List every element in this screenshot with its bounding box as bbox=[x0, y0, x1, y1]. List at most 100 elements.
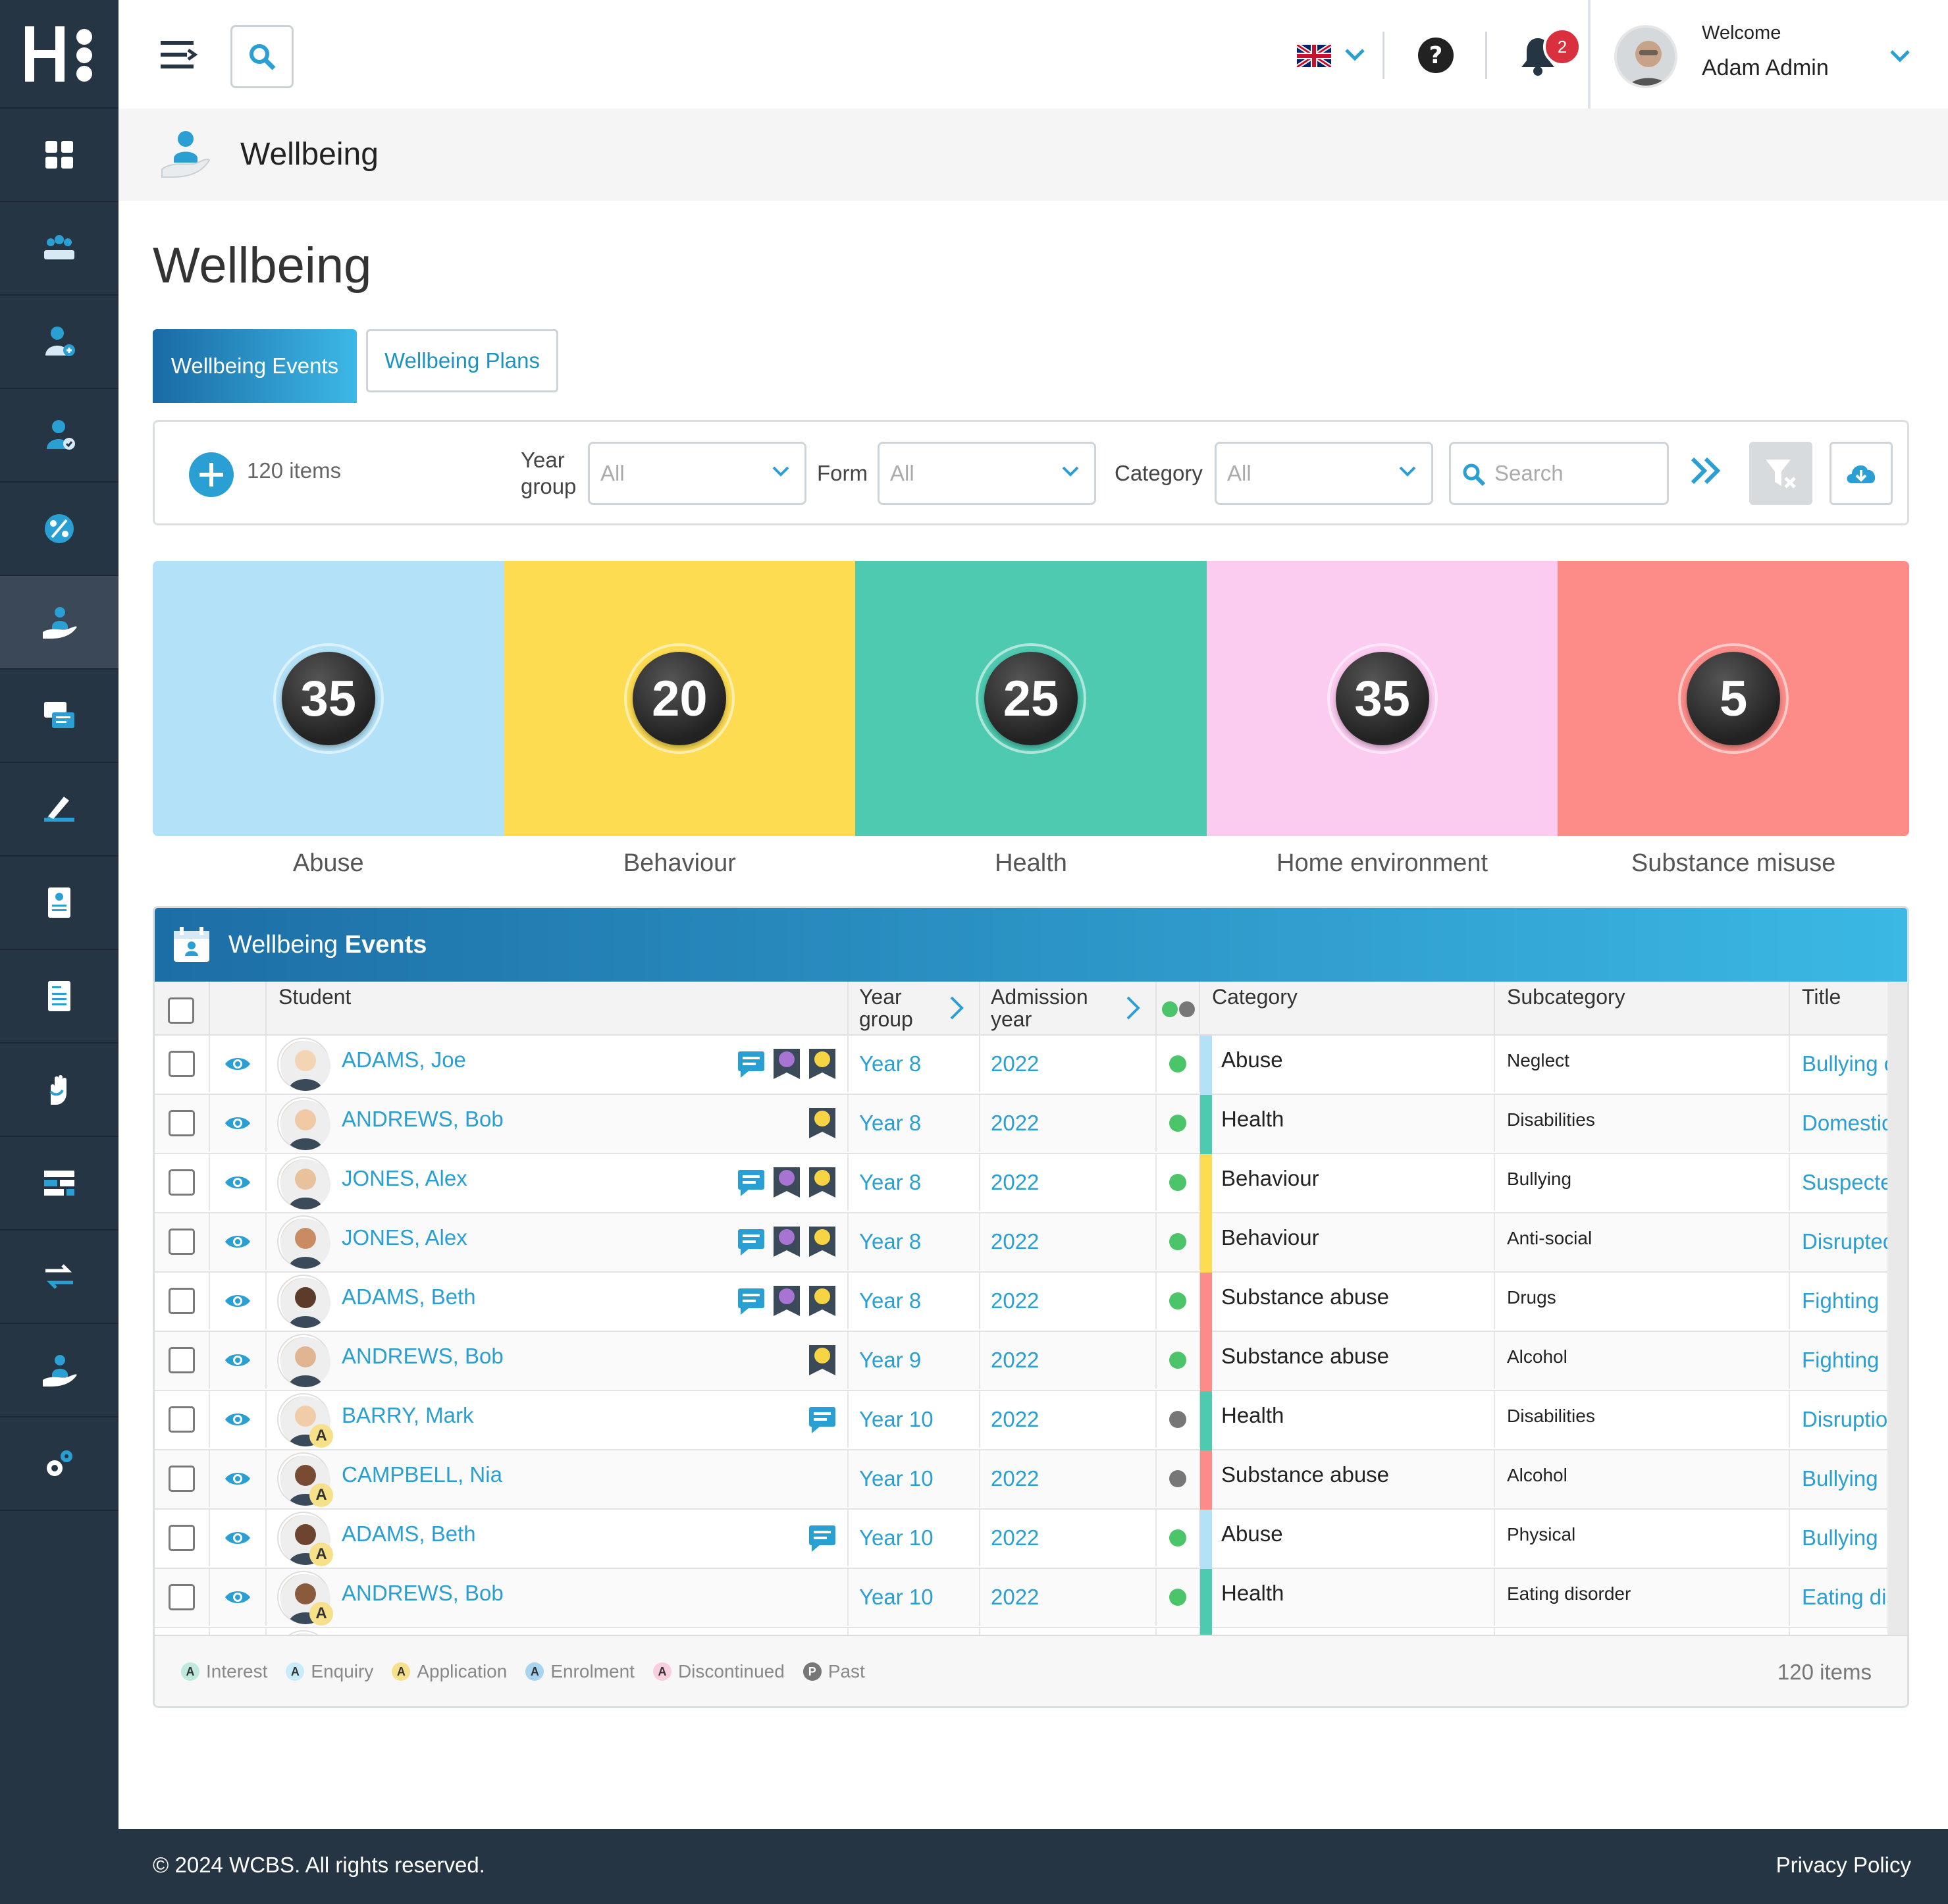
title-cell[interactable]: Fighting bbox=[1802, 1288, 1880, 1313]
title-cell[interactable]: Domestic bbox=[1802, 1111, 1887, 1135]
student-name-link[interactable]: CAMPBELL, Nia bbox=[342, 1462, 502, 1487]
row-checkbox[interactable] bbox=[169, 1051, 195, 1077]
eye-icon[interactable] bbox=[224, 1469, 251, 1488]
table-row[interactable]: A ADAMS, Beth Year 10 2022 Abuse Physical Bull… bbox=[155, 1510, 1887, 1569]
sidebar-item-classes[interactable] bbox=[0, 202, 118, 296]
app-logo[interactable] bbox=[0, 0, 118, 109]
year-group-cell[interactable]: Year 8 bbox=[849, 1213, 980, 1270]
col-status[interactable] bbox=[1157, 982, 1200, 1036]
year-group-cell[interactable]: Year 10 bbox=[849, 1628, 980, 1639]
student-avatar[interactable] bbox=[278, 1276, 330, 1328]
clear-filters-button[interactable] bbox=[1749, 442, 1812, 505]
row-checkbox[interactable] bbox=[169, 1466, 195, 1492]
admission-year-cell[interactable]: 2022 bbox=[980, 1332, 1157, 1388]
yellow-flag-icon[interactable] bbox=[806, 1107, 838, 1140]
student-name-link[interactable]: ANDREWS, Bob bbox=[342, 1107, 504, 1131]
student-avatar[interactable]: A bbox=[278, 1454, 333, 1507]
student-avatar[interactable]: A bbox=[278, 1513, 333, 1566]
yellow-flag-icon[interactable] bbox=[806, 1047, 838, 1080]
help-icon[interactable]: ? bbox=[1417, 37, 1454, 74]
add-event-button[interactable] bbox=[189, 452, 234, 497]
search-input[interactable]: Search bbox=[1449, 442, 1669, 505]
year-group-cell[interactable]: Year 10 bbox=[849, 1569, 980, 1626]
purple-flag-icon[interactable] bbox=[771, 1166, 803, 1199]
language-chevron-down-icon[interactable] bbox=[1344, 47, 1365, 65]
yellow-flag-icon[interactable] bbox=[806, 1166, 838, 1199]
sidebar-item-assessment[interactable] bbox=[0, 763, 118, 857]
eye-icon[interactable] bbox=[224, 1351, 251, 1369]
comment-icon[interactable] bbox=[806, 1403, 838, 1436]
eye-icon[interactable] bbox=[224, 1292, 251, 1310]
tab-wellbeing-events[interactable]: Wellbeing Events bbox=[153, 329, 357, 403]
student-name-link[interactable]: BARRY, Mark bbox=[342, 1403, 474, 1427]
title-cell[interactable]: Disruption bbox=[1802, 1407, 1887, 1431]
category-tile[interactable]: 35 bbox=[1206, 561, 1558, 836]
admission-year-cell[interactable]: 2022 bbox=[980, 1510, 1157, 1566]
table-row[interactable]: JONES, Alex Year 8 2022 Behaviour Bullying Su… bbox=[155, 1154, 1887, 1213]
category-tile[interactable]: 25 bbox=[855, 561, 1207, 836]
admission-year-cell[interactable]: 2022 bbox=[980, 1213, 1157, 1270]
comment-icon[interactable] bbox=[735, 1284, 767, 1317]
user-menu-chevron-down-icon[interactable] bbox=[1889, 49, 1910, 66]
title-cell[interactable]: Bullying bbox=[1802, 1525, 1878, 1550]
row-checkbox[interactable] bbox=[169, 1406, 195, 1433]
sidebar-item-wellbeing[interactable] bbox=[0, 576, 118, 670]
sidebar-item-dashboard[interactable] bbox=[0, 109, 118, 202]
comment-icon[interactable] bbox=[735, 1166, 767, 1199]
admission-year-cell[interactable]: 2022 bbox=[980, 1036, 1157, 1092]
row-checkbox[interactable] bbox=[169, 1347, 195, 1373]
sidebar-item-reports[interactable] bbox=[0, 857, 118, 950]
tab-wellbeing-plans[interactable]: Wellbeing Plans bbox=[366, 329, 558, 392]
sidebar-item-settings[interactable] bbox=[0, 1417, 118, 1511]
table-row[interactable]: ANDREWS, Bob Year 8 2022 Health Disabilities… bbox=[155, 1095, 1887, 1154]
user-name[interactable]: Adam Admin bbox=[1702, 55, 1829, 80]
table-row[interactable]: ANDREWS, Bob Year 9 2022 Substance abuse Alc… bbox=[155, 1332, 1887, 1391]
admission-year-cell[interactable]: 2022 bbox=[980, 1569, 1157, 1626]
year-group-cell[interactable]: Year 10 bbox=[849, 1391, 980, 1448]
eye-icon[interactable] bbox=[224, 1529, 251, 1547]
student-name-link[interactable]: ADAMS, Beth bbox=[342, 1284, 476, 1309]
col-student[interactable]: Student bbox=[267, 982, 849, 1036]
student-avatar[interactable] bbox=[278, 1217, 330, 1269]
title-cell[interactable]: Disrupted bbox=[1802, 1229, 1887, 1254]
user-avatar[interactable] bbox=[1614, 25, 1677, 88]
student-avatar[interactable] bbox=[278, 1098, 330, 1150]
table-scrollbar[interactable] bbox=[1887, 982, 1907, 1639]
student-name-link[interactable]: ANDREWS, Bob bbox=[342, 1344, 504, 1368]
title-cell[interactable]: Bullying bbox=[1802, 1466, 1878, 1491]
admission-year-cell[interactable]: 2022 bbox=[980, 1450, 1157, 1507]
sidebar-item-timetable[interactable] bbox=[0, 1137, 118, 1230]
title-cell[interactable]: Eating diso bbox=[1802, 1585, 1887, 1609]
student-name-link[interactable]: ANDREWS, Bob bbox=[342, 1581, 504, 1605]
title-cell[interactable]: Suspected bbox=[1802, 1170, 1887, 1194]
category-tile[interactable]: 35 bbox=[153, 561, 504, 836]
uk-flag-icon[interactable] bbox=[1296, 43, 1332, 69]
sidebar-item-documents[interactable] bbox=[0, 950, 118, 1044]
eye-icon[interactable] bbox=[224, 1173, 251, 1192]
select-all-checkbox[interactable] bbox=[168, 997, 194, 1024]
comment-icon[interactable] bbox=[735, 1047, 767, 1080]
student-avatar[interactable] bbox=[278, 1335, 330, 1387]
purple-flag-icon[interactable] bbox=[771, 1225, 803, 1258]
table-row[interactable]: JONES, Alex Year 8 2022 Behaviour Anti-socia… bbox=[155, 1213, 1887, 1273]
sidebar-item-students[interactable] bbox=[0, 389, 118, 483]
row-checkbox[interactable] bbox=[169, 1169, 195, 1196]
title-cell[interactable]: Fighting bbox=[1802, 1348, 1880, 1372]
sidebar-item-safeguarding[interactable] bbox=[0, 1044, 118, 1137]
student-avatar[interactable]: A bbox=[278, 1572, 333, 1626]
col-category[interactable]: Category bbox=[1200, 982, 1495, 1036]
student-name-link[interactable]: ADAMS, Beth bbox=[342, 1521, 476, 1546]
admission-year-cell[interactable]: 2022 bbox=[980, 1391, 1157, 1448]
yellow-flag-icon[interactable] bbox=[806, 1225, 838, 1258]
admission-year-cell[interactable]: 2022 bbox=[980, 1628, 1157, 1639]
student-name-link[interactable]: ADAMS, Joe bbox=[342, 1047, 466, 1072]
student-name-link[interactable]: JONES, Alex bbox=[342, 1166, 467, 1190]
col-admission-year[interactable]: Admission year bbox=[980, 982, 1157, 1036]
admission-year-cell[interactable]: 2022 bbox=[980, 1154, 1157, 1211]
eye-icon[interactable] bbox=[224, 1114, 251, 1132]
category-select[interactable]: All bbox=[1215, 442, 1433, 505]
global-search-button[interactable] bbox=[230, 25, 294, 88]
year-group-cell[interactable]: Year 10 bbox=[849, 1510, 980, 1566]
year-group-select[interactable]: All bbox=[588, 442, 806, 505]
col-year-group[interactable]: Year group bbox=[849, 982, 980, 1036]
